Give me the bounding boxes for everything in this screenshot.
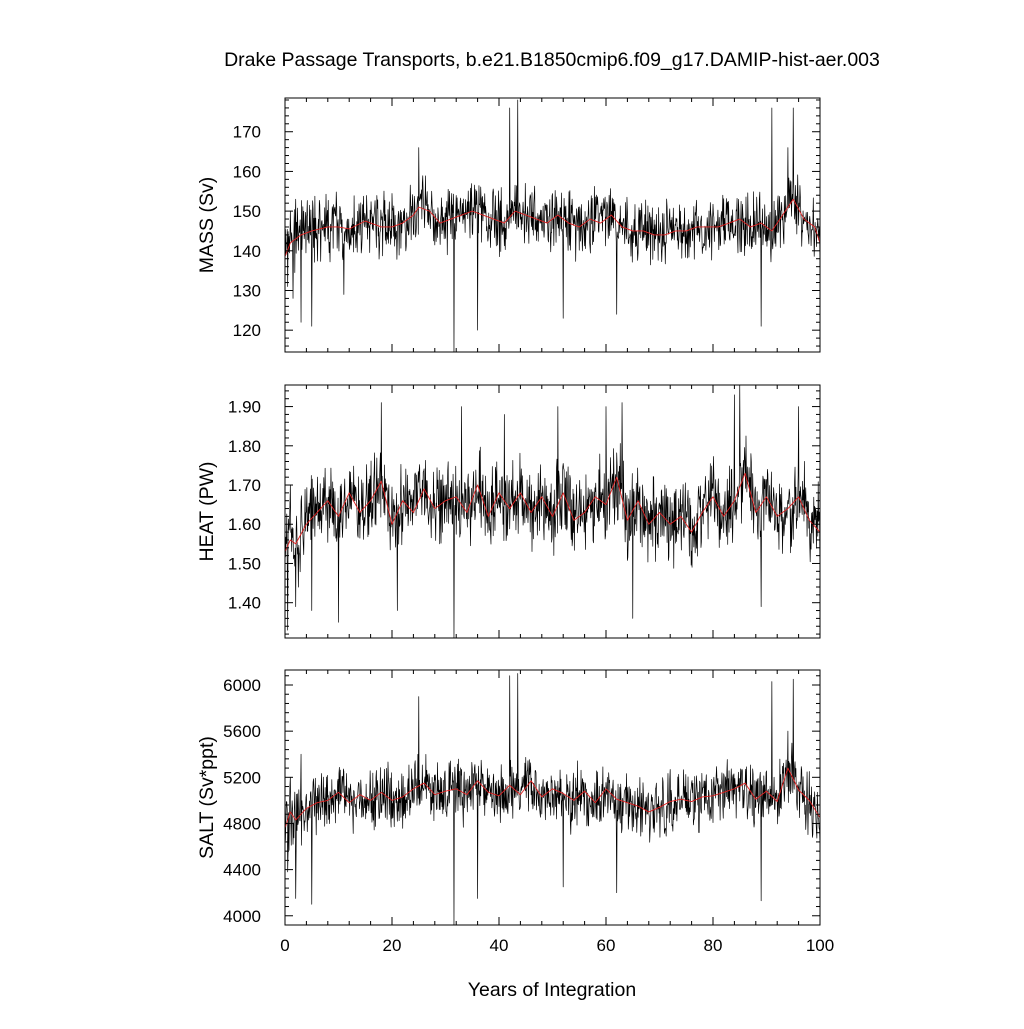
y-axis-label: HEAT (PW) — [196, 461, 218, 561]
panel-0: 120 130 140 150 160 170 MASS (Sv) — [196, 97, 821, 353]
y-tick-label: 1.90 — [228, 398, 261, 417]
y-tick-label: 1.50 — [228, 554, 261, 573]
series-line-annual — [284, 472, 821, 552]
chart-title: Drake Passage Transports, b.e21.B1850cmi… — [224, 49, 880, 71]
y-tick-label: 1.70 — [228, 476, 261, 495]
x-axis-label: Years of Integration — [468, 979, 636, 1001]
series-line-monthly — [284, 673, 821, 926]
y-tick-label: 4400 — [223, 861, 261, 880]
series-line-annual — [284, 767, 821, 829]
y-tick-label: 6000 — [223, 676, 261, 695]
series-line-monthly — [284, 99, 821, 353]
y-tick-label: 140 — [233, 242, 261, 261]
y-axis-label: MASS (Sv) — [196, 177, 218, 273]
panel-2: 0 20 40 60 80 100 4000 4400 4800 5200 5600 6000 SALT… — [196, 669, 834, 955]
plot-frame — [284, 384, 821, 639]
y-tick-label: 5200 — [223, 768, 261, 787]
series-line-monthly — [284, 384, 821, 639]
plot-frame — [284, 97, 821, 353]
series-line-annual — [284, 198, 821, 257]
y-tick-label: 1.40 — [228, 594, 261, 613]
y-tick-label: 130 — [233, 281, 261, 300]
y-tick-label: 5600 — [223, 722, 261, 741]
x-tick-label: 60 — [597, 936, 616, 955]
x-tick-label: 0 — [280, 936, 289, 955]
panel-1: 1.40 1.50 1.60 1.70 1.80 1.90 HEAT (PW) — [196, 384, 821, 639]
y-tick-label: 1.80 — [228, 437, 261, 456]
y-tick-label: 4000 — [223, 907, 261, 926]
y-tick-label: 4800 — [223, 814, 261, 833]
x-tick-label: 80 — [704, 936, 723, 955]
y-tick-label: 1.60 — [228, 515, 261, 534]
x-tick-label: 20 — [383, 936, 402, 955]
y-tick-label: 150 — [233, 202, 261, 221]
plot-frame — [284, 669, 821, 926]
y-tick-label: 120 — [233, 321, 261, 340]
y-axis-label: SALT (Sv*ppt) — [196, 736, 218, 859]
x-tick-label: 40 — [490, 936, 509, 955]
y-tick-label: 160 — [233, 162, 261, 181]
x-tick-label: 100 — [806, 936, 834, 955]
y-tick-label: 170 — [233, 123, 261, 142]
